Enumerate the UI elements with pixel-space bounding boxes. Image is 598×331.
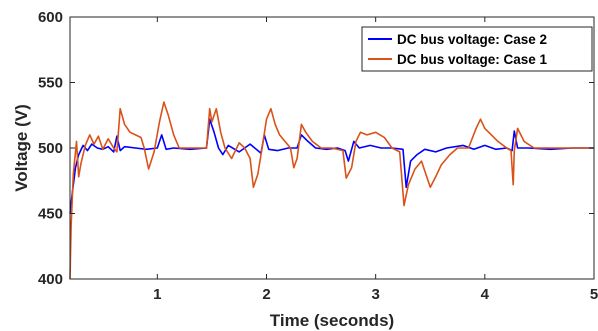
- legend-label: DC bus voltage: Case 2: [397, 32, 547, 47]
- y-tick-label: 400: [38, 271, 63, 288]
- axis-ticks: 1 2 3 4 5 400 450 500 550 600: [38, 9, 598, 303]
- y-tick-label: 500: [38, 140, 63, 157]
- x-tick-label: 1: [153, 286, 161, 303]
- plot-lines: [69, 101, 594, 280]
- y-tick-label: 550: [38, 75, 63, 92]
- series-line-2: [69, 101, 594, 280]
- x-axis-label: Time (seconds): [270, 311, 394, 330]
- x-tick-label: 5: [590, 286, 598, 303]
- legend: DC bus voltage: Case 2 DC bus voltage: Ca…: [361, 26, 593, 72]
- x-tick-label: 4: [481, 286, 490, 303]
- legend-box: [361, 26, 593, 72]
- legend-label: DC bus voltage: Case 1: [397, 52, 548, 67]
- y-tick-label: 600: [38, 9, 63, 26]
- y-axis-label: Voltage (V): [12, 104, 31, 192]
- x-tick-label: 2: [262, 286, 270, 303]
- series-line-1: [69, 118, 594, 214]
- y-tick-label: 450: [38, 206, 63, 223]
- x-tick-label: 3: [371, 286, 379, 303]
